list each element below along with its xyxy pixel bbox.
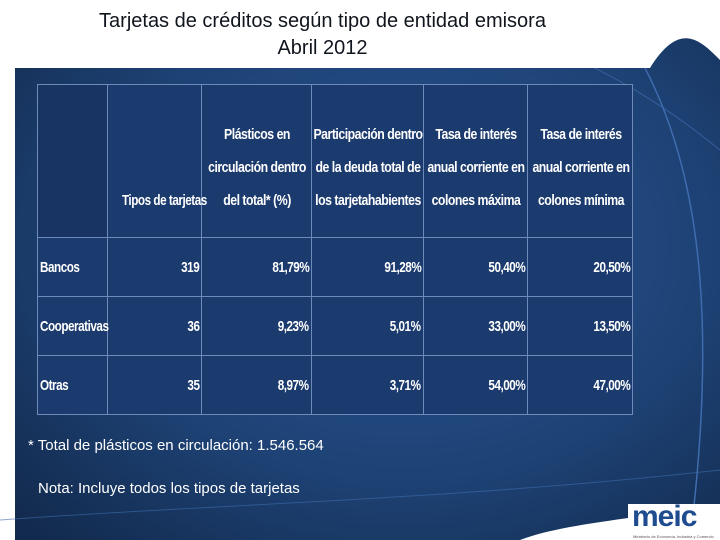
header-cell: Tasa de interés anual corriente en colon… (527, 84, 633, 238)
header-cell: Tasa de interés anual corriente en colon… (423, 84, 528, 238)
row-label: Bancos (37, 237, 108, 297)
table-cell: 319 (107, 237, 202, 297)
table-cell: 8,97% (201, 355, 312, 415)
footnote-total: * Total de plásticos en circulación: 1.5… (28, 437, 324, 454)
table-cell: 20,50% (527, 237, 633, 297)
logo-subtitle: Ministerio de Economía, Industria y Come… (633, 534, 714, 539)
table-cell: 81,79% (201, 237, 312, 297)
table-row: Cooperativas 36 9,23% 5,01% 33,00% 13,50… (37, 296, 633, 356)
table-cell: 91,28% (311, 237, 424, 297)
table-header-row: Tipos de tarjetas Plásticos en circulaci… (37, 84, 633, 238)
header-cell: Plásticos en circulación dentro del tota… (201, 84, 312, 238)
data-table: Tipos de tarjetas Plásticos en circulaci… (37, 84, 633, 415)
table-cell: 5,01% (311, 296, 424, 356)
table-cell: 13,50% (527, 296, 633, 356)
table-cell: 35 (107, 355, 202, 415)
header-cell: Participación dentro de la deuda total d… (311, 84, 424, 238)
table-cell: 33,00% (423, 296, 528, 356)
table-cell: 47,00% (527, 355, 633, 415)
header-cell-blank (37, 84, 108, 238)
table-cell: 50,40% (423, 237, 528, 297)
note-text: Nota: Incluye todos los tipos de tarjeta… (38, 480, 300, 497)
table-cell: 54,00% (423, 355, 528, 415)
header-cell: Tipos de tarjetas (107, 84, 207, 238)
title-line-1: Tarjetas de créditos según tipo de entid… (99, 10, 546, 32)
logo-wordmark: meic (632, 500, 697, 533)
table-cell: 36 (107, 296, 202, 356)
data-table-container: Tipos de tarjetas Plásticos en circulaci… (37, 84, 633, 415)
row-label: Otras (37, 355, 108, 415)
row-label: Cooperativas (37, 296, 109, 356)
table-cell: 3,71% (311, 355, 424, 415)
table-cell: 9,23% (201, 296, 312, 356)
table-row: Otras 35 8,97% 3,71% 54,00% 47,00% (37, 355, 633, 415)
title-line-2: Abril 2012 (277, 37, 368, 59)
page-title: Tarjetas de créditos según tipo de entid… (0, 8, 645, 62)
meic-logo: meic Ministerio de Economía, Industria y… (628, 500, 720, 540)
table-row: Bancos 319 81,79% 91,28% 50,40% 20,50% (37, 237, 633, 297)
